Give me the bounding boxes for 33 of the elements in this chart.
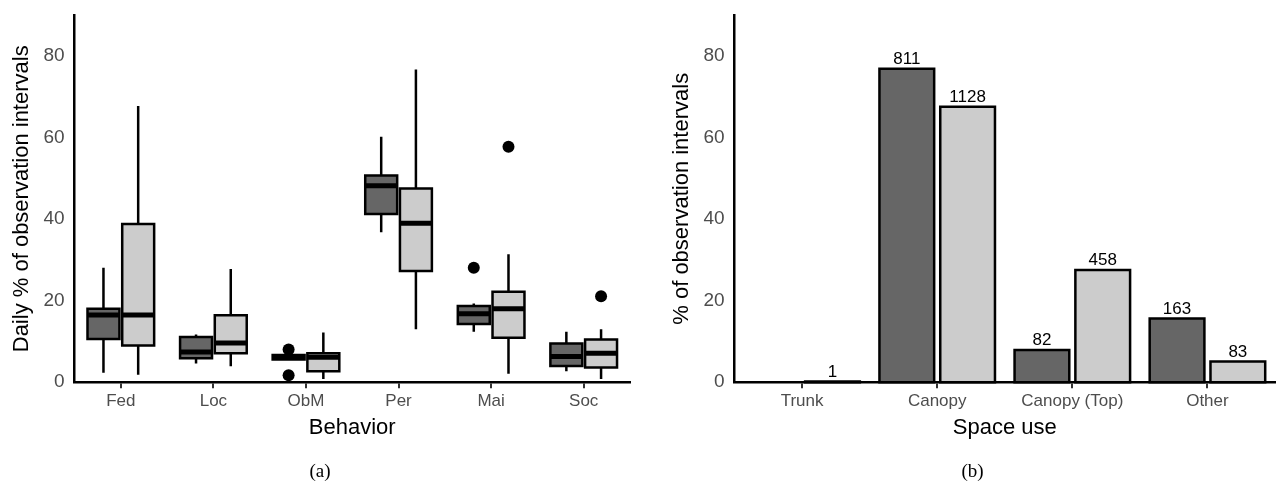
- annotation: 83: [1228, 341, 1248, 361]
- annotation: 811: [893, 48, 921, 68]
- x-tick-label: Per: [385, 391, 413, 411]
- y-axis-title: Daily % of observation intervals: [8, 45, 34, 353]
- text: (a): [308, 460, 332, 482]
- y-tick-label: 40: [703, 207, 725, 229]
- y-tick-label: 40: [43, 207, 65, 229]
- x-tick-label: Fed: [106, 391, 136, 411]
- annotation: 163: [1162, 298, 1192, 318]
- annotation: 1128: [949, 86, 986, 106]
- x-tick-label: Other: [1186, 391, 1230, 411]
- x-tick-label: Soc: [569, 391, 599, 411]
- y-tick-label: 80: [43, 44, 65, 66]
- y-tick-label: 20: [43, 288, 65, 310]
- x-tick-label: Canopy (Top): [1021, 391, 1124, 411]
- x-tick-label: Mai: [477, 391, 505, 411]
- x-tick-label: Loc: [199, 391, 228, 411]
- y-tick-label: 0: [53, 370, 65, 392]
- annotation: 82: [1032, 330, 1052, 350]
- text: (b): [960, 460, 985, 482]
- y-tick-label: 80: [703, 44, 725, 66]
- x-axis-title: Space use: [952, 413, 1057, 439]
- y-tick-label: 60: [43, 125, 65, 147]
- annotation: 1: [827, 361, 838, 381]
- y-tick-label: 0: [713, 370, 725, 392]
- annotation: 458: [1088, 250, 1117, 270]
- y-tick-label: 20: [703, 288, 725, 310]
- y-axis-title: % of observation intervals: [668, 72, 694, 325]
- x-tick-label: Trunk: [780, 391, 824, 411]
- y-tick-label: 60: [703, 125, 725, 147]
- x-tick-label: ObM: [287, 391, 325, 411]
- x-tick-label: Canopy: [907, 391, 967, 411]
- x-axis-title: Behavior: [308, 413, 396, 439]
